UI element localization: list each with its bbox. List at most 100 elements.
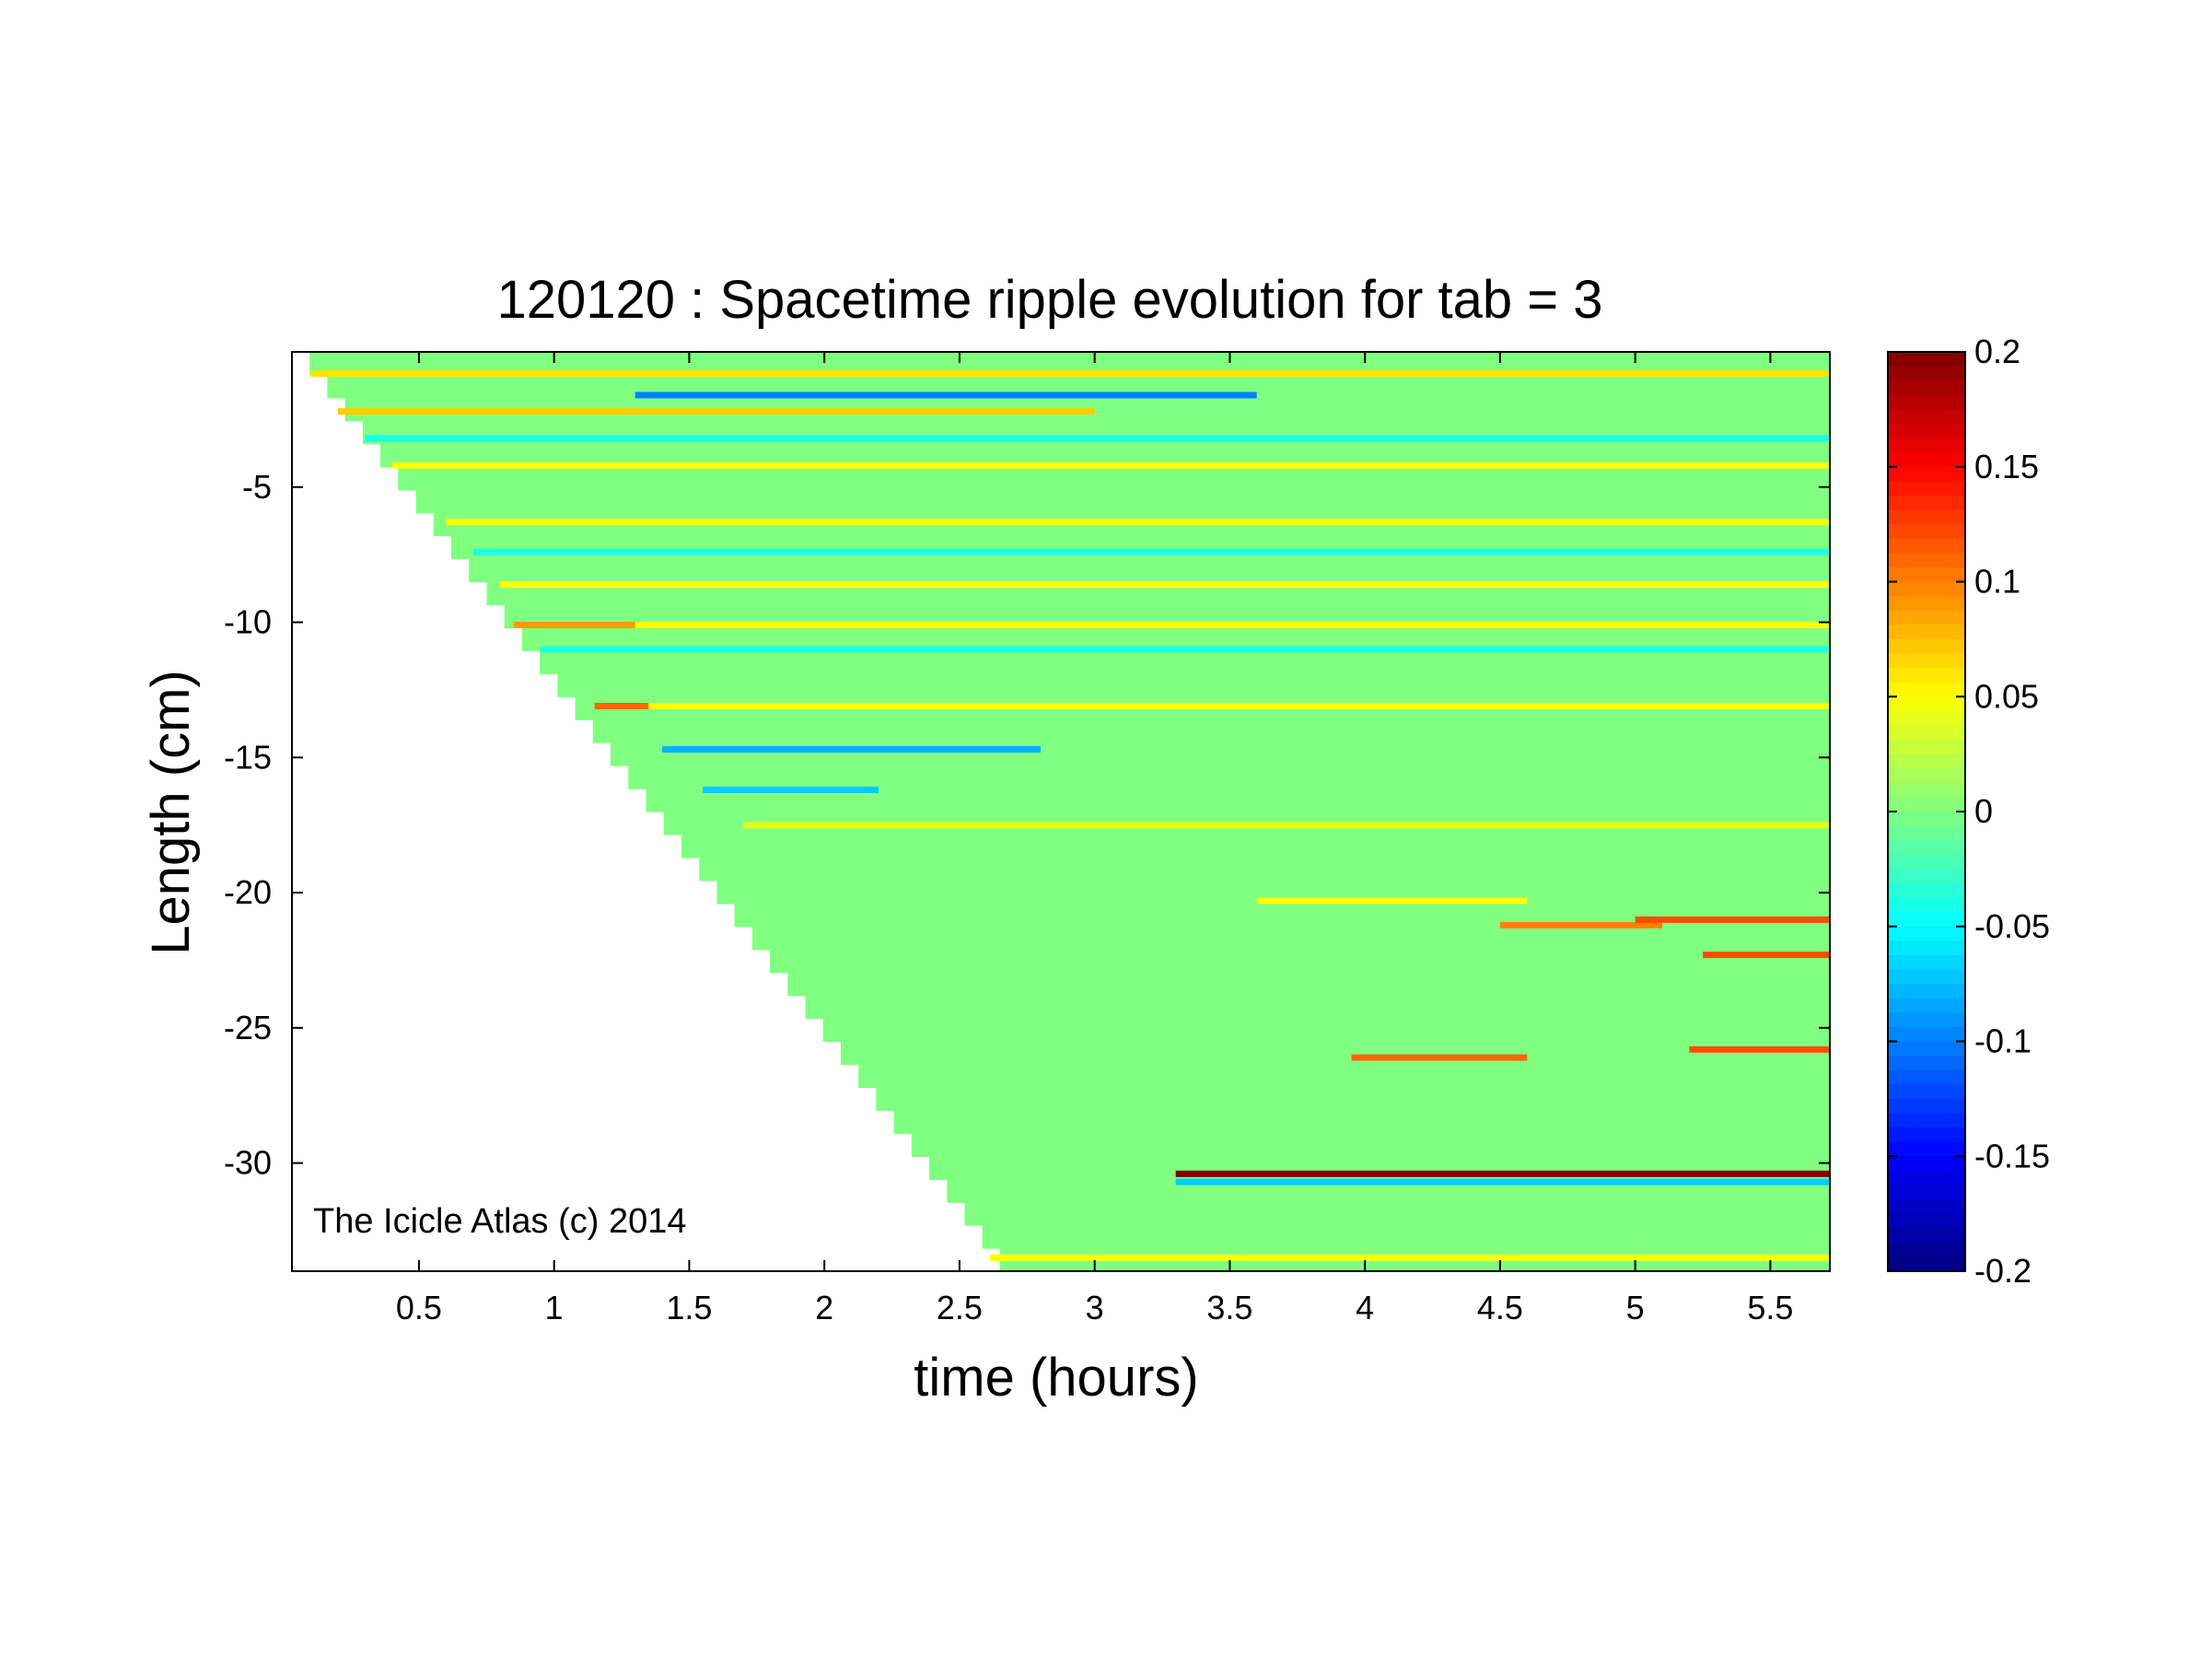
colorbar-cell [1888,509,1965,525]
heatmap-row [398,466,1830,491]
colorbar-cell [1888,481,1965,497]
colorbar-cell [1888,1213,1965,1229]
ripple-band [391,461,1830,469]
heatmap-row [911,1133,1830,1157]
ripple-band [446,519,1830,526]
x-tick-label: 1 [545,1289,564,1326]
colorbar-cell [1888,926,1965,941]
ripple-band [1635,916,1830,923]
colorbar-cell [1888,438,1965,453]
colorbar-cell [1888,797,1965,812]
colorbar-cell [1888,495,1965,511]
ripple-band [472,548,1830,555]
y-axis-label: Length (cm) [141,670,201,954]
heatmap-row [469,558,1830,583]
colorbar-cell [1888,394,1965,410]
ripple-band [1175,1178,1830,1186]
colorbar-cell [1888,668,1965,683]
heatmap-row [840,1041,1830,1066]
heatmap-row [734,903,1830,928]
colorbar-ticks: 0.2 0.15 0.1 0.05 0 -0.05 -0.1 -0.15 -0.2 [1888,333,2050,1290]
y-axis-ticks: -5 -10 -15 -20 -25 -30 [224,468,1830,1182]
colorbar-cell [1888,882,1965,899]
ripple-band [662,746,1041,753]
colorbar-cell [1888,682,1965,697]
x-tick-label: 3.5 [1206,1289,1252,1326]
x-axis-ticks: 0.5 1 1.5 2 2.5 3 3.5 4 4.5 5 5.5 [396,352,1793,1326]
heatmap-row [451,535,1830,560]
y-tick-label: -20 [224,873,272,911]
ripple-band [310,370,1830,377]
heatmap-row [876,1087,1830,1111]
colorbar-cell [1888,1185,1965,1200]
heatmap-row [893,1110,1830,1134]
colorbar-tick-label: 0 [1974,792,1993,830]
colorbar-cell [1888,869,1965,884]
colorbar-cell [1888,423,1965,439]
x-tick-label: 4 [1356,1289,1374,1326]
ripple-band [634,391,1257,399]
heatmap-row [858,1064,1830,1088]
colorbar-cell [1888,638,1965,655]
colorbar-cell [1888,1242,1965,1257]
ripple-band [743,822,1830,829]
ripple-band [1256,897,1528,905]
colorbar-tick-label: -0.1 [1974,1022,2032,1060]
colorbar-cell [1888,567,1965,583]
colorbar-cell [1888,596,1965,612]
heatmap-row [751,926,1830,951]
colorbar-cell [1888,696,1965,712]
heatmap-row [681,834,1830,859]
x-tick-label: 3 [1086,1289,1104,1326]
ripple-band [1689,1046,1830,1053]
colorbar-tick-label: 0.1 [1974,563,2020,601]
ripple-band [1175,1170,1830,1177]
heatmap-row [699,857,1830,882]
colorbar-cell [1888,825,1965,841]
colorbar-cell [1888,969,1965,985]
colorbar-cell [1888,1156,1965,1172]
y-tick-label: -5 [242,468,272,506]
colorbar-cell [1888,710,1965,727]
colorbar-cell [1888,897,1965,913]
ripple-band [337,408,1095,415]
ripple-band [500,580,1830,588]
colorbar-cell [1888,581,1965,597]
ripple-band [1351,1054,1528,1061]
colorbar-cell [1888,1098,1965,1115]
colorbar-tick-label: 0.2 [1974,333,2020,370]
ripple-band [594,703,649,709]
x-tick-label: 4.5 [1477,1289,1523,1326]
colorbar-cell [1888,725,1965,741]
colorbar-cell [1888,1069,1965,1085]
colorbar-tick-label: -0.2 [1974,1252,2032,1290]
colorbar-cell [1888,1141,1965,1157]
x-tick-label: 1.5 [666,1289,712,1326]
x-axis-label: time (hours) [914,1348,1198,1408]
ripple-band [634,622,1830,628]
colorbar-cell [1888,740,1965,755]
ripple-band [989,1254,1830,1261]
ripple-band [513,622,635,628]
colorbar-cell [1888,1084,1965,1100]
heatmap-row [415,489,1830,514]
colorbar-tick-label: -0.05 [1974,907,2050,945]
colorbar-cell [1888,782,1965,798]
colorbar-cell [1888,1026,1965,1043]
colorbar [1887,351,1966,1272]
colorbar-cell [1888,380,1965,396]
colorbar-cell [1888,940,1965,956]
colorbar-cell [1888,625,1965,640]
colorbar-cell [1888,954,1965,971]
ripple-band [703,787,879,793]
colorbar-cell [1888,466,1965,482]
plot-frame [291,351,1831,1272]
colorbar-cell [1888,1199,1965,1215]
colorbar-cell [1888,352,1965,368]
colorbar-cell [1888,553,1965,568]
y-tick-label: -30 [224,1144,272,1182]
heatmap-row [964,1202,1830,1226]
colorbar-cell [1888,768,1965,784]
colorbar-tick-label: -0.15 [1974,1137,2050,1174]
colorbar-cell [1888,538,1965,554]
